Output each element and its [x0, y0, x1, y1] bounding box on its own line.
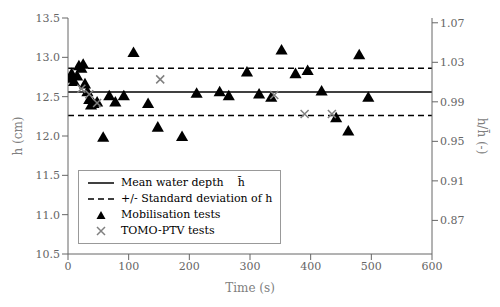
svg-text:Time (s): Time (s): [225, 281, 275, 295]
svg-text:1.03: 1.03: [440, 56, 465, 69]
svg-text:12.0: 12.0: [36, 130, 61, 143]
svg-text:300: 300: [240, 260, 261, 273]
svg-text:0.95: 0.95: [440, 135, 465, 148]
html-text:+/- Standard deviation of h: +/- Standard deviation of h: [121, 192, 273, 205]
svg-text:h/h̄ (-): h/h̄ (-): [475, 118, 491, 155]
html-text:Mean water depth h̄: Mean water depth h̄: [121, 176, 245, 189]
svg-text:12.5: 12.5: [36, 91, 61, 104]
html-text:TOMO-PTV tests: TOMO-PTV tests: [121, 224, 215, 237]
svg-text:11.5: 11.5: [36, 169, 61, 182]
svg-text:13.0: 13.0: [36, 51, 61, 64]
svg-text:0.87: 0.87: [440, 214, 465, 227]
svg-text:600: 600: [422, 260, 443, 273]
svg-text:100: 100: [118, 260, 139, 273]
html-text:Mobilisation tests: Mobilisation tests: [121, 208, 221, 221]
svg-text:11.0: 11.0: [36, 209, 61, 222]
svg-text:0: 0: [65, 260, 72, 273]
svg-text:400: 400: [300, 260, 321, 273]
svg-text:200: 200: [179, 260, 200, 273]
svg-text:h (cm): h (cm): [11, 116, 25, 155]
svg-text:13.5: 13.5: [36, 12, 61, 25]
svg-text:0.99: 0.99: [440, 96, 465, 109]
svg-text:1.07: 1.07: [440, 17, 465, 30]
svg-text:10.5: 10.5: [36, 248, 61, 261]
svg-text:0.91: 0.91: [440, 175, 465, 188]
svg-text:500: 500: [361, 260, 382, 273]
